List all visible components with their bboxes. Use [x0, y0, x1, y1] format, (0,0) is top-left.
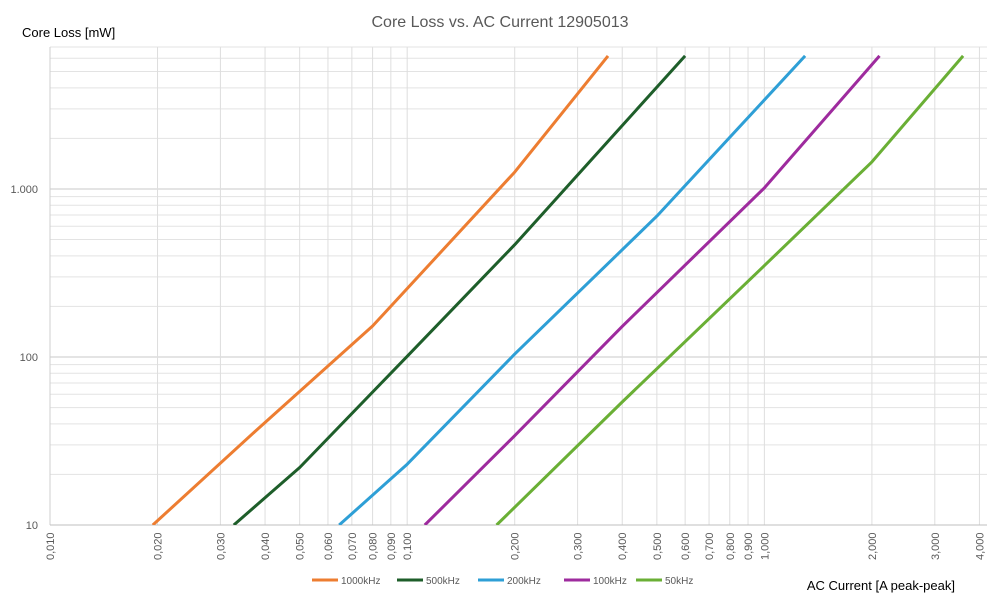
y-tick-label: 1.000: [10, 184, 38, 196]
legend-label: 1000kHz: [341, 576, 380, 587]
x-tick-label: 0,010: [45, 532, 57, 560]
legend-item-1000kHz: 1000kHz: [312, 576, 380, 587]
x-tick-label: 0,300: [573, 532, 585, 560]
legend-item-100kHz: 100kHz: [564, 576, 627, 587]
x-tick-label: 1,000: [759, 532, 771, 560]
legend-item-500kHz: 500kHz: [397, 576, 460, 587]
y-tick-label: 10: [26, 520, 38, 532]
y-tick-label: 100: [20, 352, 38, 364]
x-tick-label: 0,600: [680, 532, 692, 560]
series-line-200kHz: [338, 54, 807, 525]
series-line-500kHz: [232, 54, 687, 525]
series-line-1000kHz: [151, 54, 610, 525]
legend-label: 200kHz: [507, 576, 541, 587]
x-tick-label: 4,000: [974, 532, 986, 560]
x-tick-label: 0,700: [704, 532, 716, 560]
series-line-100kHz: [423, 54, 881, 525]
x-tick-label: 0,020: [153, 532, 165, 560]
gridlines: [49, 46, 987, 526]
chart-title: Core Loss vs. AC Current 12905013: [371, 14, 628, 31]
x-tick-label: 0,040: [260, 532, 272, 560]
x-axis-title: AC Current [A peak-peak]: [807, 578, 955, 593]
x-tick-label: 0,070: [347, 532, 359, 560]
x-tick-label: 0,800: [725, 532, 737, 560]
x-tick-label: 2,000: [867, 532, 879, 560]
x-tick-labels: 0,010 0,020 0,030 0,040 0,050 0,060 0,070 0,080…: [45, 532, 986, 560]
legend-item-200kHz: 200kHz: [478, 576, 541, 587]
x-tick-label: 0,050: [295, 532, 307, 560]
x-tick-label: 0,200: [510, 532, 522, 560]
series-lines: [151, 54, 965, 525]
legend: 1000kHz 500kHz 200kHz 100kHz 50kHz: [312, 576, 693, 587]
x-tick-label: 3,000: [930, 532, 942, 560]
legend-label: 100kHz: [593, 576, 627, 587]
x-tick-label: 0,400: [617, 532, 629, 560]
x-tick-label: 0,100: [402, 532, 414, 560]
x-tick-label: 0,090: [386, 532, 398, 560]
legend-label: 500kHz: [426, 576, 460, 587]
x-tick-label: 0,080: [368, 532, 380, 560]
series-line-50kHz: [495, 54, 965, 525]
y-axis-title: Core Loss [mW]: [22, 25, 115, 40]
x-tick-label: 0,900: [743, 532, 755, 560]
x-tick-label: 0,060: [323, 532, 335, 560]
y-tick-labels: 10 100 1.000: [10, 184, 38, 532]
x-tick-label: 0,030: [215, 532, 227, 560]
x-tick-label: 0,500: [652, 532, 664, 560]
legend-item-50kHz: 50kHz: [636, 576, 693, 587]
legend-label: 50kHz: [665, 576, 693, 587]
